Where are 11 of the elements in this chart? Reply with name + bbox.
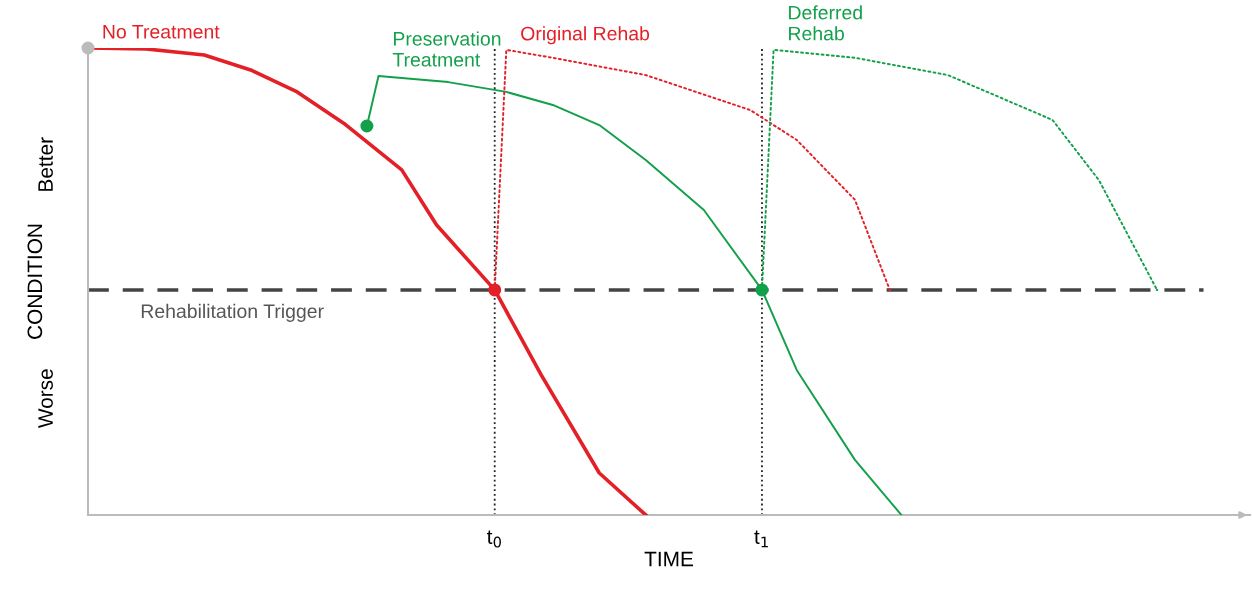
series-label: Original Rehab	[521, 26, 650, 45]
y-axis-title: CONDITION	[27, 224, 43, 339]
ref-line-label: Rehabilitation Trigger	[141, 303, 324, 322]
series-label: Preservation Treatment	[392, 31, 501, 67]
text: Worse	[38, 369, 53, 429]
text: Better	[38, 137, 53, 191]
series-label: Deferred Rehab	[789, 5, 862, 41]
series-label: No Treatment	[103, 25, 220, 39]
x-axis-title: TIME	[644, 551, 693, 567]
x-tick-label: t$_{0}$	[486, 530, 501, 548]
x-tick-label: t$_{1}$	[754, 530, 768, 548]
